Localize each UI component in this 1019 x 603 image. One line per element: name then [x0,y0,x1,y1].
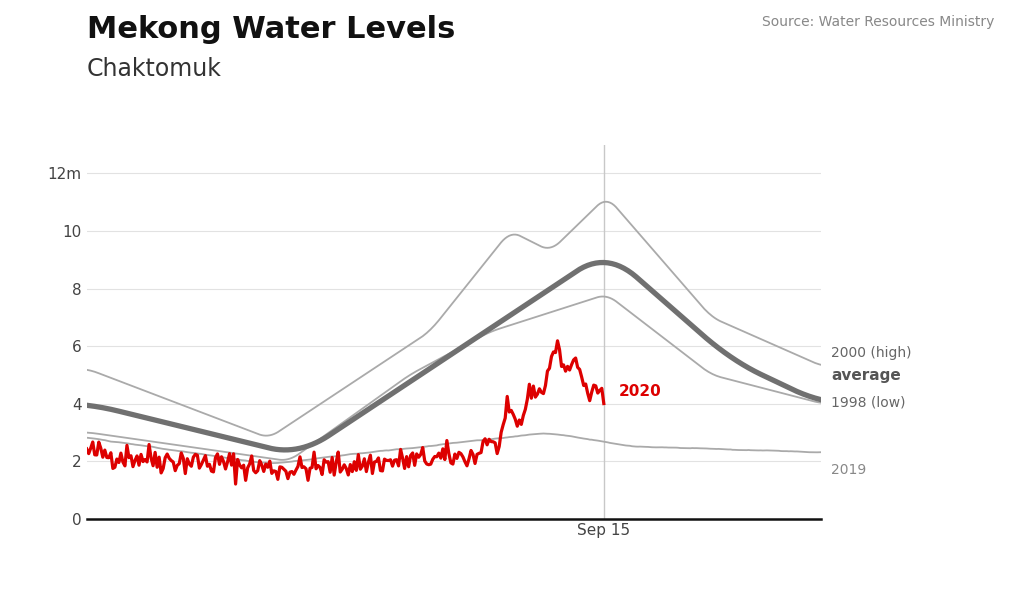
Text: 1998 (low): 1998 (low) [830,396,905,410]
Text: Chaktomuk: Chaktomuk [87,57,221,81]
Text: 2000 (high): 2000 (high) [830,346,911,360]
Text: 2019: 2019 [830,463,866,478]
Text: Mekong Water Levels: Mekong Water Levels [87,15,454,44]
Text: Source: Water Resources Ministry: Source: Water Resources Ministry [761,15,994,29]
Text: 2020: 2020 [619,384,661,399]
Text: average: average [830,368,900,383]
